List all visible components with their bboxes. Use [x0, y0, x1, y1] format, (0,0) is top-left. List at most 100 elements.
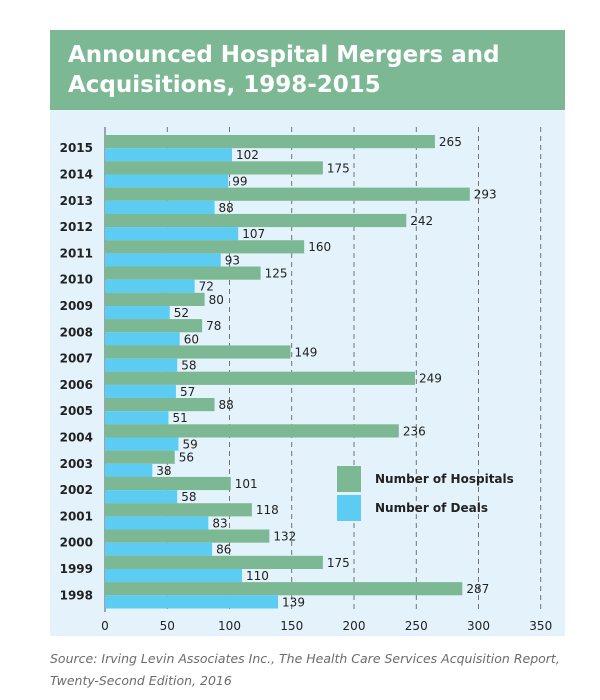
- bar-hospitals: [105, 476, 231, 491]
- data-label-hospitals: 132: [273, 530, 296, 544]
- bar-deals: [105, 490, 178, 504]
- bar-deals: [105, 595, 279, 609]
- y-tick-label: 1999: [60, 562, 93, 576]
- bar-deals: [105, 332, 180, 346]
- data-label-deals: 88: [219, 201, 234, 215]
- bar-hospitals: [105, 135, 435, 149]
- bar-deals: [105, 569, 242, 583]
- y-tick-label: 2008: [60, 325, 93, 339]
- bar-deals: [105, 463, 153, 477]
- legend-swatch: [337, 466, 361, 492]
- x-tick-label: 0: [101, 619, 109, 633]
- data-label-deals: 58: [181, 490, 196, 504]
- data-label-hospitals: 125: [265, 267, 288, 281]
- x-tick-label: 150: [280, 619, 303, 633]
- legend-label: Number of Deals: [375, 501, 488, 515]
- bar-hospitals: [105, 213, 407, 228]
- bar-deals: [105, 148, 232, 162]
- data-label-hospitals: 175: [327, 161, 350, 175]
- legend-label: Number of Hospitals: [375, 472, 514, 486]
- data-label-deals: 52: [174, 306, 189, 320]
- data-label-deals: 59: [182, 438, 197, 452]
- y-tick-label: 2007: [60, 352, 93, 366]
- y-tick-label: 2003: [60, 457, 93, 471]
- bar-hospitals: [105, 266, 261, 280]
- data-label-hospitals: 265: [439, 135, 462, 149]
- legend-swatch: [337, 495, 361, 521]
- y-tick-label: 2014: [60, 168, 93, 182]
- data-label-deals: 60: [184, 332, 199, 346]
- bar-deals: [105, 253, 221, 267]
- data-label-deals: 72: [199, 280, 214, 294]
- y-tick-label: 1998: [60, 588, 93, 602]
- bar-hospitals: [105, 450, 175, 464]
- chart-title: Announced Hospital Mergers and Acquisiti…: [68, 42, 500, 98]
- bar-hospitals: [105, 319, 203, 333]
- bar-deals: [105, 279, 195, 293]
- x-tick-label: 200: [343, 619, 366, 633]
- data-label-hospitals: 287: [466, 582, 489, 596]
- data-label-deals: 139: [282, 595, 305, 609]
- bar-deals: [105, 384, 176, 399]
- x-tick-label: 250: [405, 619, 428, 633]
- y-tick-label: 2009: [60, 299, 93, 313]
- data-label-hospitals: 293: [474, 188, 497, 202]
- y-tick-label: 2000: [60, 536, 93, 550]
- data-label-hospitals: 236: [403, 424, 426, 438]
- y-tick-label: 2004: [60, 431, 93, 445]
- bar-deals: [105, 542, 213, 556]
- data-label-hospitals: 149: [295, 345, 318, 359]
- data-label-hospitals: 242: [410, 214, 433, 228]
- data-label-deals: 58: [181, 359, 196, 373]
- bar-hospitals: [105, 503, 252, 517]
- data-label-deals: 83: [212, 516, 227, 530]
- bar-hospitals: [105, 582, 463, 596]
- y-tick-label: 2015: [60, 141, 93, 155]
- y-tick-label: 2013: [60, 194, 93, 208]
- data-label-hospitals: 80: [209, 293, 224, 307]
- data-label-hospitals: 56: [179, 451, 194, 465]
- data-label-deals: 86: [216, 543, 231, 557]
- bar-deals: [105, 516, 209, 530]
- y-tick-label: 2011: [60, 246, 93, 260]
- bar-deals: [105, 411, 169, 425]
- bar-hospitals: [105, 555, 323, 569]
- data-label-deals: 93: [225, 253, 240, 267]
- x-tick-label: 100: [218, 619, 241, 633]
- data-label-hospitals: 88: [219, 398, 234, 412]
- bar-deals: [105, 306, 170, 320]
- y-tick-label: 2005: [60, 404, 93, 418]
- bar-deals: [105, 227, 239, 241]
- data-label-deals: 107: [242, 227, 265, 241]
- bar-deals: [105, 437, 179, 451]
- data-label-deals: 57: [180, 385, 195, 399]
- bar-hospitals: [105, 424, 399, 438]
- y-tick-label: 2006: [60, 378, 93, 392]
- source-note: Source: Irving Levin Associates Inc., Th…: [50, 651, 560, 688]
- bar-hospitals: [105, 187, 470, 201]
- bar-hospitals: [105, 398, 215, 412]
- data-label-hospitals: 175: [327, 556, 350, 570]
- bar-hospitals: [105, 345, 291, 359]
- chart-header: Announced Hospital Mergers and Acquisiti…: [50, 30, 565, 110]
- data-label-hospitals: 160: [308, 240, 331, 254]
- data-label-hospitals: 118: [256, 503, 279, 517]
- x-tick-label: 350: [529, 619, 552, 633]
- y-tick-label: 2010: [60, 273, 93, 287]
- bar-hospitals: [105, 240, 305, 254]
- x-tick-label: 50: [160, 619, 175, 633]
- y-tick-label: 2001: [60, 509, 93, 523]
- data-label-deals: 38: [156, 464, 171, 478]
- bar-hospitals: [105, 292, 205, 306]
- y-tick-label: 2012: [60, 220, 93, 234]
- data-label-deals: 110: [246, 569, 269, 583]
- y-tick-label: 2002: [60, 483, 93, 497]
- bar-deals: [105, 174, 229, 188]
- data-label-hospitals: 101: [235, 477, 258, 491]
- data-label-hospitals: 78: [206, 319, 221, 333]
- bar-hospitals: [105, 371, 416, 385]
- data-label-hospitals: 249: [419, 372, 442, 386]
- data-label-deals: 51: [172, 411, 187, 425]
- bar-hospitals: [105, 529, 270, 543]
